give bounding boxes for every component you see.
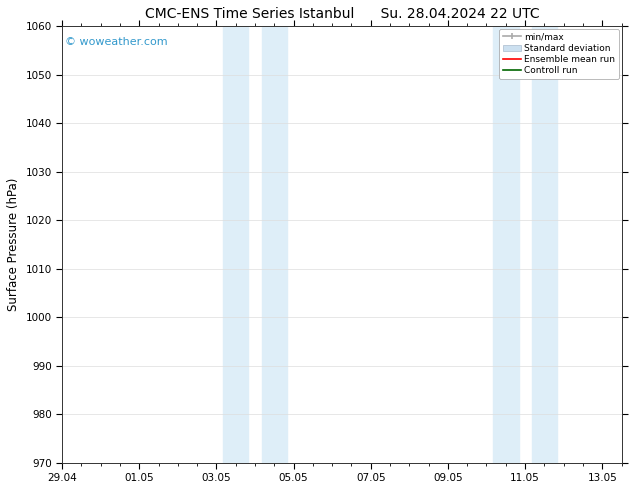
Y-axis label: Surface Pressure (hPa): Surface Pressure (hPa) — [7, 178, 20, 311]
Legend: min/max, Standard deviation, Ensemble mean run, Controll run: min/max, Standard deviation, Ensemble me… — [499, 29, 619, 79]
Bar — [223, 26, 249, 463]
Text: © woweather.com: © woweather.com — [65, 37, 167, 47]
Bar — [493, 26, 519, 463]
Bar — [262, 26, 287, 463]
Title: CMC-ENS Time Series Istanbul      Su. 28.04.2024 22 UTC: CMC-ENS Time Series Istanbul Su. 28.04.2… — [145, 7, 539, 21]
Bar — [532, 26, 557, 463]
